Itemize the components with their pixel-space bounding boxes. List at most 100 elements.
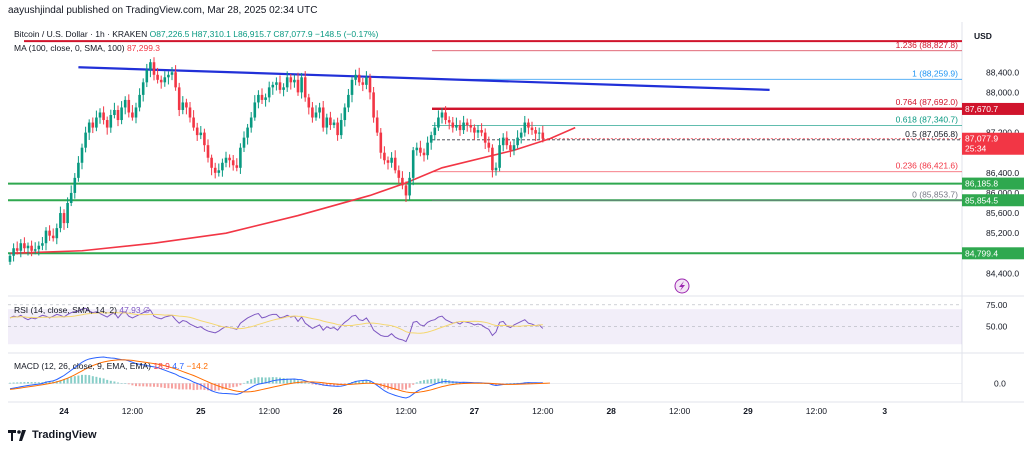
macd-legend[interactable]: MACD (12, 26, close, 9, EMA, EMA) 18.9 4…: [14, 361, 208, 371]
candle-body: [321, 107, 325, 128]
rsi-legend[interactable]: RSI (14, close, SMA, 14, 2) 47.93 ∅: [14, 305, 150, 316]
macd-histogram-bar: [88, 375, 91, 384]
time-tick-label: 27: [470, 406, 480, 416]
candle-body: [325, 117, 329, 128]
macd-histogram-bar: [113, 381, 116, 384]
fib-level-label: 0 (85,853.7): [912, 189, 958, 199]
macd-histogram-bar: [199, 383, 202, 390]
time-tick-label: 12:00: [395, 406, 417, 416]
candle-body: [408, 177, 411, 196]
candle-body: [469, 125, 473, 128]
macd-histogram-bar: [81, 374, 83, 384]
tradingview-logo[interactable]: TradingView: [8, 429, 97, 441]
macd-histogram-bar: [217, 383, 220, 391]
candle-body: [98, 112, 102, 118]
macd-histogram-bar: [210, 383, 213, 391]
macd-histogram-bar: [48, 381, 51, 384]
time-tick-label: 26: [333, 406, 343, 416]
macd-histogram-bar: [27, 382, 29, 384]
price-tick-label: 88,400.0: [986, 67, 1019, 77]
symbol-legend[interactable]: Bitcoin / U.S. Dollar · 1h · KRAKEN O87,…: [14, 29, 378, 39]
candle-body: [224, 157, 228, 163]
candle-body: [282, 87, 285, 90]
support-badge-bg: [962, 194, 1024, 207]
descending-trendline: [78, 66, 770, 91]
macd-histogram-bar: [19, 382, 22, 384]
candle-body: [339, 120, 343, 136]
macd-histogram-bar: [185, 383, 188, 390]
candle-body: [523, 122, 527, 133]
ma-label: MA (100, close, 0, SMA, 100): [14, 43, 125, 53]
support-badge-bg: [962, 177, 1024, 190]
candle-body: [26, 245, 30, 249]
candle-body: [455, 125, 458, 128]
published-caption: aayushjindal published on TradingView.co…: [8, 5, 318, 16]
candle-body: [390, 157, 393, 163]
fib-level-label: 0.764 (87,692.0): [896, 97, 959, 107]
candle-body: [303, 77, 307, 98]
candle-body: [343, 107, 347, 121]
candle-body: [228, 157, 231, 161]
macd-histogram-bar: [153, 383, 155, 387]
lightning-icon[interactable]: [674, 278, 690, 294]
macd-histogram-bar: [120, 383, 123, 384]
candle-body: [397, 170, 401, 178]
fib-level-label: 0.5 (87,056.8): [905, 129, 958, 139]
macd-histogram-bar: [304, 382, 307, 384]
macd-histogram-bar: [509, 383, 512, 384]
macd-line: [9, 356, 543, 399]
candle-body: [91, 122, 95, 128]
candle-body: [242, 137, 246, 148]
price-tick-label: 87,200.0: [986, 128, 1019, 138]
candle-body: [491, 147, 494, 171]
macd-histogram-bar: [437, 378, 440, 384]
fib-level-label: 0.236 (86,421.6): [896, 161, 959, 171]
candle-body: [530, 127, 534, 131]
macd-histogram-bar: [430, 379, 433, 384]
candle-body: [451, 122, 455, 128]
candle-body: [375, 117, 379, 133]
time-tick-label: 12:00: [122, 406, 144, 416]
macd-histogram-bar: [271, 377, 274, 384]
macd-histogram-bar: [419, 380, 422, 384]
candle-body: [487, 142, 491, 148]
candle-body: [329, 117, 332, 126]
lightning-icon-bolt: [679, 281, 685, 291]
candle-body: [231, 160, 235, 166]
ma-legend[interactable]: MA (100, close, 0, SMA, 100) 87,299.3: [14, 43, 160, 53]
macd-histogram-bar: [401, 383, 404, 390]
sma-100-line: [9, 126, 576, 255]
macd-histogram-bar: [408, 383, 411, 388]
macd-histogram-bar: [250, 379, 253, 384]
candle-body: [48, 230, 51, 236]
macd-histogram-bar: [66, 378, 69, 384]
candle-body: [73, 177, 77, 193]
candle-body: [476, 130, 480, 133]
candle-body: [221, 162, 224, 171]
candle-body: [102, 112, 105, 121]
macd-hist-value: 18.9: [153, 361, 170, 371]
ohlc-values: O87,226.5 H87,310.1 L86,915.7 C87,077.9 …: [149, 29, 379, 39]
candle-body: [278, 82, 282, 90]
time-tick-label: 12:00: [669, 406, 691, 416]
candle-body: [156, 74, 159, 80]
time-tick-label: 24: [59, 406, 69, 416]
candle-body: [383, 152, 386, 161]
candle-body: [365, 77, 368, 85]
macd-histogram-bar: [516, 382, 519, 384]
tradingview-logo-text: TradingView: [32, 429, 97, 441]
candle-body: [141, 82, 145, 95]
macd-histogram-bar: [84, 374, 87, 384]
candle-body: [537, 132, 541, 134]
candle-body: [188, 107, 192, 118]
currency-label[interactable]: USD: [974, 31, 992, 41]
candle-body: [134, 107, 138, 118]
candle-body: [372, 92, 375, 118]
candle-body: [437, 117, 440, 128]
candle-body: [15, 248, 19, 251]
macd-histogram-bar: [329, 383, 332, 386]
candle-body: [318, 107, 321, 113]
macd-histogram-bar: [239, 383, 242, 386]
macd-histogram-bar: [282, 378, 285, 384]
